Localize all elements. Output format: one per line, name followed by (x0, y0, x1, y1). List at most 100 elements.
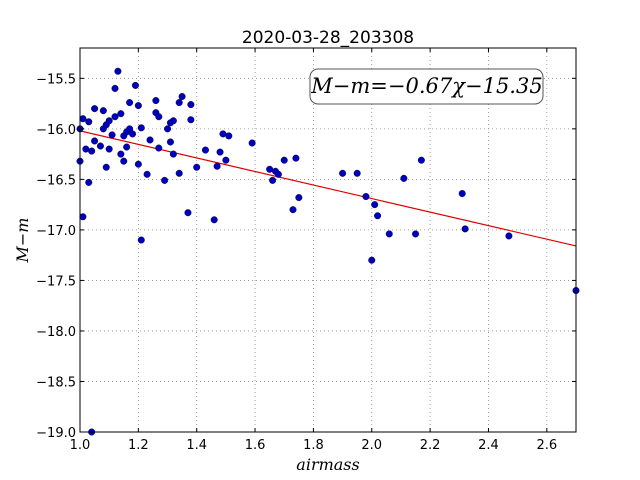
data-point (166, 138, 174, 146)
data-point (339, 169, 347, 177)
data-point (216, 148, 224, 156)
data-point (353, 169, 361, 177)
data-point (201, 146, 209, 154)
data-point (187, 116, 195, 124)
y-tick-label: −17.5 (36, 274, 76, 289)
data-point (131, 81, 139, 89)
data-point (134, 102, 142, 110)
x-tick-label: 2.4 (478, 438, 499, 453)
data-point (137, 124, 145, 132)
x-tick-label: 1.6 (245, 438, 266, 453)
x-tick-label: 2.6 (536, 438, 557, 453)
data-point (461, 225, 469, 233)
data-point (111, 113, 119, 121)
x-tick-label: 2.2 (420, 438, 441, 453)
fit-line (79, 130, 577, 247)
x-tick-label: 1.2 (128, 438, 149, 453)
data-point (129, 130, 137, 138)
data-point (143, 170, 151, 178)
data-point (269, 176, 277, 184)
data-point (362, 193, 370, 201)
data-point (225, 132, 233, 140)
data-point (295, 194, 303, 202)
fit-line-group (79, 130, 577, 247)
y-tick-label: −15.5 (36, 72, 76, 87)
data-point (289, 206, 297, 214)
data-point (280, 156, 288, 164)
data-point (164, 125, 172, 133)
data-point (91, 137, 99, 145)
data-point (374, 212, 382, 220)
data-point (219, 130, 227, 138)
data-point (146, 136, 154, 144)
y-tick-label: −16.0 (36, 123, 76, 138)
data-point (85, 118, 93, 126)
data-point (152, 97, 160, 105)
data-point (134, 160, 142, 168)
data-point (371, 201, 379, 209)
data-point (505, 232, 513, 240)
data-point (88, 147, 96, 155)
y-tick-label: −17.0 (36, 224, 76, 239)
data-point (417, 156, 425, 164)
data-point (79, 213, 87, 221)
data-point (105, 117, 113, 125)
data-point (105, 145, 113, 153)
data-point (175, 99, 183, 107)
x-axis-label: airmass (296, 455, 359, 474)
data-point (222, 156, 230, 164)
data-point (210, 216, 218, 224)
data-point (85, 178, 93, 186)
data-point (385, 230, 393, 238)
data-point (412, 230, 420, 238)
data-point (120, 157, 128, 165)
x-tick-label: 2.0 (361, 438, 382, 453)
data-point (99, 107, 107, 115)
data-point (248, 139, 256, 147)
grid-lines (79, 48, 576, 433)
data-point (117, 110, 125, 118)
data-point (79, 115, 87, 123)
equation-box (309, 68, 544, 105)
data-point (458, 190, 466, 198)
data-point (96, 142, 104, 150)
y-tick-label: −18.5 (36, 375, 76, 390)
data-point (161, 176, 169, 184)
y-tick-label: −16.5 (36, 173, 76, 188)
y-axis-label: M−m (13, 218, 32, 264)
equation-text: M−m=−0.67χ−15.35 (310, 74, 542, 98)
data-point (111, 84, 119, 92)
chart-title: 2020-03-28_203308 (242, 28, 414, 48)
data-point (274, 170, 282, 178)
data-points (76, 67, 580, 436)
axis-ticks: 1.0 1.2 1.4 1.6 1.8 2.0 2.2 2.4 2.6 −15.5 −16.0 −16… (36, 48, 576, 453)
data-point (187, 101, 195, 109)
data-point (123, 143, 131, 151)
x-tick-label: 1.4 (186, 438, 207, 453)
x-tick-label: 1.8 (303, 438, 324, 453)
data-point (266, 165, 274, 173)
x-tick-label: 1.0 (70, 438, 91, 453)
y-tick-label: −18.0 (36, 325, 76, 340)
data-point (114, 67, 122, 75)
data-point (108, 131, 116, 139)
data-point (193, 163, 201, 171)
data-point (126, 99, 134, 107)
data-point (400, 174, 408, 182)
data-point (178, 93, 186, 101)
data-point (102, 163, 110, 171)
data-point (292, 154, 300, 162)
data-point (169, 150, 177, 158)
data-point (137, 236, 145, 244)
data-point (169, 117, 177, 125)
data-point (82, 145, 90, 153)
data-point (91, 105, 99, 113)
data-point (155, 113, 163, 121)
data-point (184, 209, 192, 217)
plot-frame (79, 47, 577, 433)
equation-annotation: M−m=−0.67χ−15.35 (309, 68, 544, 105)
data-point (117, 150, 125, 158)
data-point (175, 169, 183, 177)
data-point (368, 256, 376, 264)
